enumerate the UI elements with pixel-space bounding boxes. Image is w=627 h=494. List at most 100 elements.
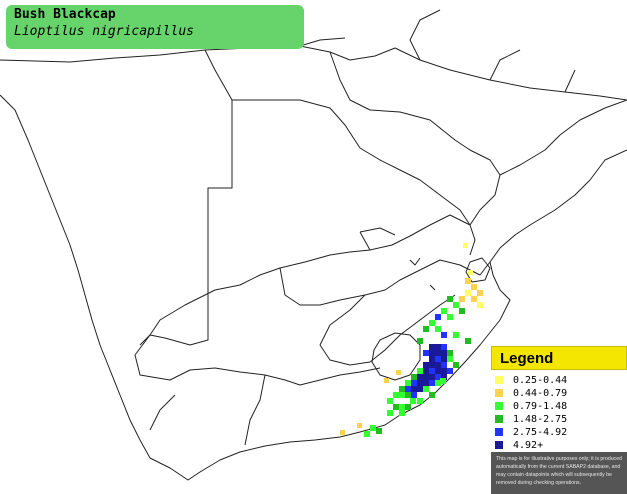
cell [468, 270, 473, 275]
cell [387, 410, 393, 416]
cell [417, 380, 423, 386]
cell [384, 378, 389, 383]
cell [364, 431, 370, 437]
cell [429, 344, 435, 350]
namibia-border [139, 100, 233, 346]
cell [453, 362, 459, 368]
cell [435, 326, 441, 332]
cell [370, 425, 376, 431]
cell [441, 356, 447, 362]
cell [399, 404, 405, 410]
cell [435, 356, 441, 362]
cell [429, 350, 435, 356]
cell [423, 386, 429, 392]
cell [465, 278, 471, 284]
zambia-border [204, 9, 576, 101]
map-borders [0, 9, 627, 481]
cell [429, 362, 435, 368]
cell [417, 398, 423, 404]
cell [399, 392, 405, 398]
legend-label: 0.25-0.44 [513, 375, 568, 386]
cell [417, 386, 423, 392]
cell [411, 380, 417, 386]
swaziland-border [465, 257, 491, 283]
cell [441, 308, 447, 314]
cell [417, 368, 423, 374]
legend-swatch [495, 428, 503, 436]
cell [453, 332, 459, 338]
cell [441, 362, 447, 368]
cell [405, 380, 411, 386]
cell [459, 296, 465, 302]
cell [435, 380, 441, 386]
legend-title: Legend [500, 350, 554, 367]
cell [399, 410, 405, 416]
cell [423, 350, 429, 356]
cell [441, 368, 447, 374]
legend-item: 0.25-0.44 [495, 374, 625, 387]
legend-item: 0.79-1.48 [495, 400, 625, 413]
cell [410, 398, 416, 404]
legend-item: 4.92+ [495, 439, 625, 452]
cell [477, 290, 483, 296]
cell [429, 380, 435, 386]
lesotho-border [371, 332, 421, 381]
cell [459, 308, 465, 314]
cell [411, 392, 417, 398]
cell [429, 368, 435, 374]
cell [429, 320, 435, 326]
legend-swatch [495, 415, 503, 423]
southern-africa-outline [0, 45, 627, 481]
cell [417, 338, 423, 344]
legend-label: 1.48-2.75 [513, 414, 568, 425]
cell [423, 368, 429, 374]
cell [453, 302, 459, 308]
cell [429, 374, 435, 380]
cell [417, 374, 423, 380]
province-borders [134, 227, 491, 446]
cell [435, 350, 441, 356]
legend-label: 0.44-0.79 [513, 388, 568, 399]
cell [471, 296, 477, 302]
cell [396, 370, 401, 375]
cell [423, 380, 429, 386]
cell [435, 368, 441, 374]
cell [376, 428, 382, 434]
legend-item: 1.48-2.75 [495, 413, 625, 426]
legend-header: Legend [491, 346, 627, 370]
cell [435, 344, 441, 350]
cell [465, 338, 471, 344]
legend-disclaimer: This map is for illustrative purposes on… [491, 452, 627, 494]
legend-swatch [495, 389, 503, 397]
cell [435, 362, 441, 368]
cell [393, 392, 399, 398]
species-scientific-name: Lioptilus nigricapillus [14, 24, 195, 39]
cell [441, 344, 447, 350]
legend-label: 0.79-1.48 [513, 401, 568, 412]
cell [411, 386, 417, 392]
species-title-box: Bush Blackcap Lioptilus nigricapillus [6, 5, 304, 49]
cell [447, 350, 453, 356]
cell [447, 296, 453, 302]
cell [477, 302, 483, 308]
cell [423, 326, 429, 332]
legend-swatch [495, 441, 503, 449]
cell [471, 284, 477, 290]
legend-item: 0.44-0.79 [495, 387, 625, 400]
cell [387, 398, 393, 404]
cell [463, 243, 468, 248]
legend-item: 2.75-4.92 [495, 426, 625, 439]
legend-panel: Legend 0.25-0.44 0.44-0.79 0.79-1.48 1.4… [491, 346, 627, 494]
cell [340, 430, 345, 435]
cell [423, 362, 429, 368]
cell [435, 374, 441, 380]
cell [405, 386, 411, 392]
cell [429, 356, 435, 362]
cell [423, 374, 429, 380]
cell [393, 404, 399, 410]
legend-label: 4.92+ [513, 440, 544, 451]
cell [447, 356, 453, 362]
cell [435, 314, 441, 320]
cell [429, 392, 435, 398]
